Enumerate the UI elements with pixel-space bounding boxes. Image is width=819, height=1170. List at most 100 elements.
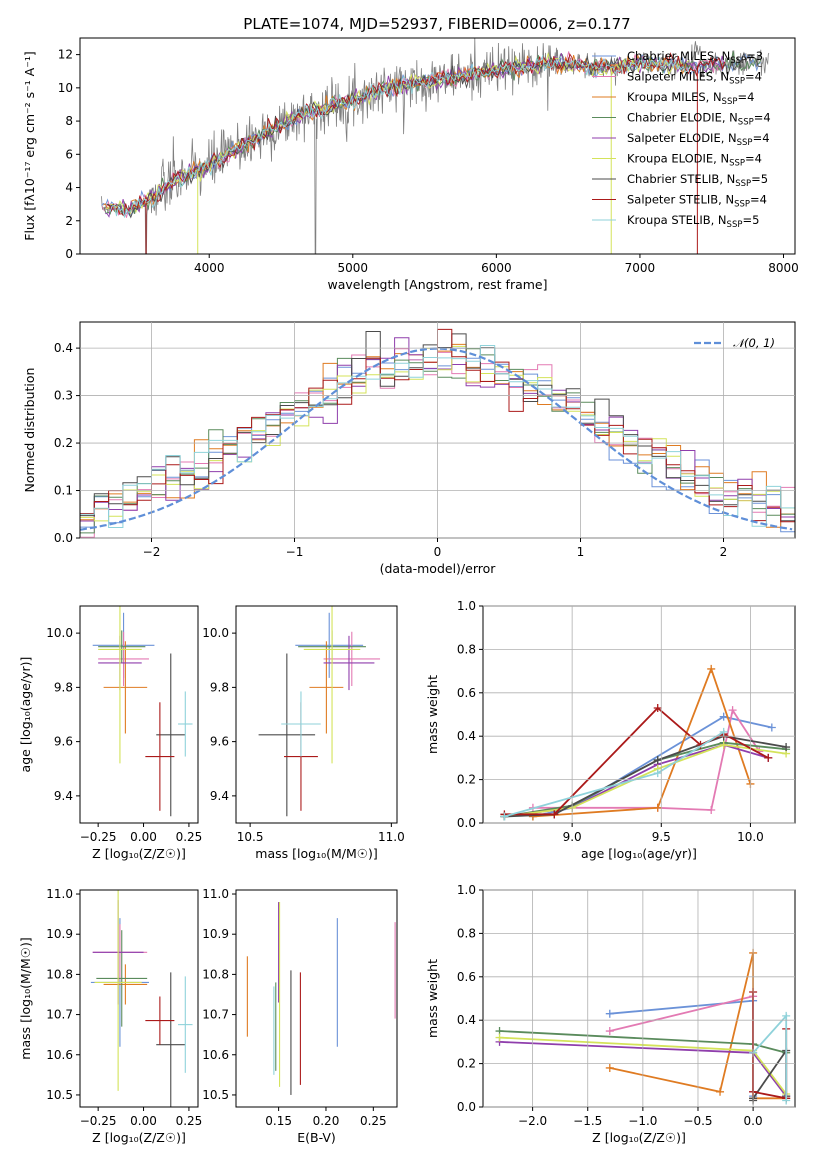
error-bar-point: [103, 964, 148, 1005]
figure-title: PLATE=1074, MJD=52937, FIBERID=0006, z=0…: [243, 15, 630, 33]
x-axis-label: Z [log₁₀(Z/Z☉)]: [592, 1130, 686, 1145]
legend-label: Kroupa ELODIE, N: [627, 152, 729, 166]
weight-marker: [653, 756, 662, 765]
weight-marker: [605, 1027, 614, 1036]
model-spectrum: [108, 54, 690, 218]
x-axis-label: E(B-V): [297, 1130, 336, 1145]
x-axis-label: (data-model)/error: [380, 561, 497, 576]
error-bar-point: [323, 635, 375, 691]
y-axis-label: mass weight: [425, 959, 440, 1038]
weight-line: [504, 731, 725, 818]
y-tick-label: 4: [65, 181, 73, 195]
y-tick-label: 10.9: [202, 927, 229, 941]
legend-subscript: SSP: [729, 159, 745, 169]
x-axis-label: Z [log₁₀(Z/Z☉)]: [92, 846, 186, 861]
error-bar-point: [98, 606, 142, 764]
y-tick-label: 2: [65, 214, 73, 228]
x-tick-label: 0.00: [130, 830, 157, 844]
x-tick-label: 0.25: [176, 1114, 203, 1128]
x-axis-label: wavelength [Angstrom, rest frame]: [327, 277, 547, 292]
residual-histogram-panel: −2 −1 0 1 2 0.0 0.1 0.2 0.3 0.4 (data-model)/error…: [22, 321, 796, 576]
legend-label: Kroupa STELIB, N: [627, 213, 727, 227]
x-tick-label: −0.5: [683, 1114, 712, 1128]
weight-line: [532, 715, 772, 818]
y-tick-label: 9.8: [210, 680, 229, 694]
y-axis-label: mass weight: [425, 675, 440, 754]
legend-subscript: SSP: [722, 97, 738, 107]
y-tick-label: 10.0: [46, 626, 73, 640]
error-bar-point: [98, 631, 149, 687]
legend-entry: Salpeter STELIB, NSSP=4: [627, 193, 767, 210]
legend-label: Salpeter ELODIE, N: [627, 131, 737, 145]
legend-entry: Kroupa ELODIE, NSSP=4: [627, 152, 762, 169]
error-bar-point: [281, 691, 321, 757]
y-tick-label: 0.2: [457, 773, 476, 787]
y-tick-label: 10.6: [202, 1048, 229, 1062]
weight-marker: [653, 803, 662, 812]
weight-marker: [653, 703, 662, 712]
y-tick-label: 0: [65, 247, 73, 261]
error-bars: [258, 606, 381, 817]
weight-marker: [719, 740, 728, 749]
x-tick-label: 10.0: [737, 830, 764, 844]
legend-nssp: =4: [754, 111, 771, 125]
mass-weight-vs-metallicity-panel: −2.0 −1.5 −1.0 −0.5 0.0 0.0 0.2 0.4 0.6 0.8 1.0 Z […: [425, 883, 796, 1145]
weight-line: [532, 707, 761, 811]
age-vs-metallicity-panel: −0.25 0.00 0.25 9.4 9.6 9.8 10.0 Z [log₁₀(Z/Z☉)…: [18, 605, 203, 861]
x-tick-label: 2: [720, 545, 728, 559]
error-bars: [90, 890, 193, 1107]
weight-marker: [707, 664, 716, 673]
axes-frame: [79, 889, 199, 1108]
error-bars: [92, 606, 193, 817]
legend-nssp: =4: [745, 70, 762, 84]
x-tick-label: 0.25: [176, 830, 203, 844]
y-tick-label: 11.0: [202, 887, 229, 901]
gridlines: [483, 889, 795, 1108]
normal-curve: [80, 347, 793, 531]
mass-vs-extinction-panel: 0.15 0.20 0.25 10.5 10.6 10.7 10.8 10.9 11.0 E(B-…: [202, 887, 398, 1145]
x-tick-label: 0.15: [265, 1114, 292, 1128]
y-tick-label: 0.8: [457, 642, 476, 656]
x-tick-label: 4000: [194, 261, 225, 275]
histograms: [80, 328, 795, 538]
y-tick-label: 10.8: [202, 967, 229, 981]
y-tick-label: 9.6: [54, 735, 73, 749]
x-tick-label: 11.0: [378, 830, 405, 844]
error-bar-point: [156, 653, 186, 817]
weight-marker: [605, 1009, 614, 1018]
y-tick-label: 11.0: [46, 887, 73, 901]
error-bars: [246, 902, 396, 1095]
y-tick-label: 12: [58, 48, 73, 62]
x-tick-label: 0.0: [744, 1114, 763, 1128]
y-tick-label: 0.6: [457, 970, 476, 984]
x-tick-label: 0.25: [360, 1114, 387, 1128]
y-tick-label: 9.6: [210, 735, 229, 749]
y-tick-label: 10.7: [202, 1008, 229, 1022]
model-spectrum: [103, 53, 691, 214]
y-tick-label: 10: [58, 81, 73, 95]
y-tick-label: 10.8: [46, 967, 73, 981]
weight-marker: [495, 1033, 504, 1042]
error-bar-point: [103, 641, 148, 734]
y-tick-label: 0.8: [457, 926, 476, 940]
legend-nssp: =4: [750, 193, 767, 207]
legend-subscript: SSP: [738, 118, 754, 128]
y-tick-label: 10.6: [46, 1048, 73, 1062]
weight-series: [528, 706, 764, 814]
y-tick-label: 0.2: [54, 436, 73, 450]
error-bar-point: [98, 630, 146, 663]
x-tick-label: 7000: [625, 261, 656, 275]
weight-lines: [500, 664, 791, 821]
x-tick-label: −2: [143, 545, 161, 559]
y-tick-label: 10.0: [202, 626, 229, 640]
x-axis-label: age [log₁₀(age/yr)]: [581, 846, 697, 861]
weight-series: [500, 703, 773, 819]
normal-legend-label: 𝒩(0, 1): [733, 336, 775, 350]
legend-label: Chabrier ELODIE, N: [627, 111, 738, 125]
age-vs-mass-panel: 10.5 11.0 9.4 9.6 9.8 10.0 mass [log₁₀(M/M☉)]: [202, 605, 405, 861]
x-tick-label: −0.25: [80, 830, 117, 844]
error-bar-point: [96, 930, 148, 1027]
axes-frame: [79, 605, 199, 824]
weight-marker: [764, 753, 773, 762]
